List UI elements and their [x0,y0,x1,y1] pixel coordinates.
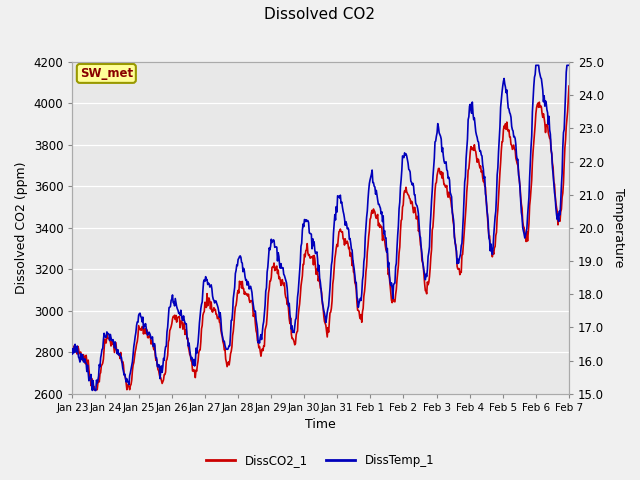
Legend: DissCO2_1, DissTemp_1: DissCO2_1, DissTemp_1 [201,449,439,472]
X-axis label: Time: Time [305,419,336,432]
Text: Dissolved CO2: Dissolved CO2 [264,7,376,22]
Y-axis label: Dissolved CO2 (ppm): Dissolved CO2 (ppm) [15,162,28,294]
Y-axis label: Temperature: Temperature [612,188,625,267]
Text: SW_met: SW_met [80,67,133,80]
